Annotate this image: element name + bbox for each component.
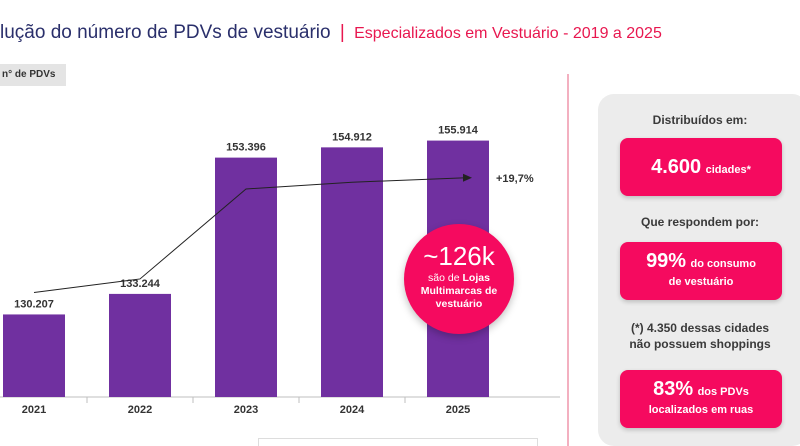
value-label-2022: 133.244 xyxy=(120,278,161,290)
respond-label: Que respondem por: xyxy=(640,215,759,229)
consumption-number: 99% xyxy=(646,250,687,272)
footnote-line2: não possuem shoppings xyxy=(629,337,771,351)
bar-2023 xyxy=(215,157,277,397)
consumption-label-2: de vestuário xyxy=(668,276,734,288)
footnote-line1: (*) 4.350 dessas cidades xyxy=(630,321,770,335)
cities-box: 4.600 cidades* xyxy=(620,138,782,196)
trend-arrowhead xyxy=(463,173,472,182)
consumption-label-1: do consumo xyxy=(690,258,756,270)
trend-line xyxy=(33,177,467,294)
chart-subtitle: Especializados em Vestuário - 2019 a 202… xyxy=(354,25,662,42)
value-label-2021: 130.207 xyxy=(14,298,54,310)
bubble-caption: são de Lojas Multimarcas de vestuário xyxy=(404,272,514,311)
growth-label: +19,7% xyxy=(496,173,534,185)
value-label-2023: 153.396 xyxy=(226,142,266,154)
tick-label-2025: 2025 xyxy=(446,404,470,416)
street-box: 83% dos PDVs localizados em ruas xyxy=(620,370,782,428)
tick-label-2021: 2021 xyxy=(22,404,46,416)
multimarcas-bubble: ~126k são de Lojas Multimarcas de vestuá… xyxy=(404,224,514,334)
street-label-2: localizados em ruas xyxy=(648,404,754,416)
value-label-2024: 154.912 xyxy=(332,131,372,143)
bubble-line1: são de xyxy=(428,272,460,284)
unit-tag: n° de PDVs xyxy=(0,64,66,86)
bar-2021 xyxy=(3,314,65,397)
bubble-bold-text: Lojas Multimarcas de vestuário xyxy=(420,272,498,310)
cities-label: cidades* xyxy=(705,164,751,176)
tick-label-2022: 2022 xyxy=(128,404,152,416)
tick-label-2024: 2024 xyxy=(340,404,365,416)
title-separator: | xyxy=(339,22,345,43)
street-number: 83% xyxy=(653,378,694,400)
vertical-divider xyxy=(567,74,569,446)
consumption-box: 99% do consumo de vestuário xyxy=(620,242,782,300)
footnote: (*) 4.350 dessas cidades não possuem sho… xyxy=(600,320,800,352)
tick-label-2023: 2023 xyxy=(234,404,258,416)
bar-2022 xyxy=(109,293,171,397)
bar-2024 xyxy=(321,147,383,397)
chart-title: lução do número de PDVs de vestuário | E… xyxy=(0,22,662,44)
legend-area xyxy=(258,438,538,446)
cities-number: 4.600 xyxy=(651,156,702,178)
distributed-label: Distribuídos em: xyxy=(652,113,748,127)
value-label-2025: 155.914 xyxy=(438,125,479,137)
street-label-1: dos PDVs xyxy=(697,386,749,398)
bubble-big-number: ~126k xyxy=(423,241,495,271)
chart-title-main: lução do número de PDVs de vestuário xyxy=(0,22,331,43)
